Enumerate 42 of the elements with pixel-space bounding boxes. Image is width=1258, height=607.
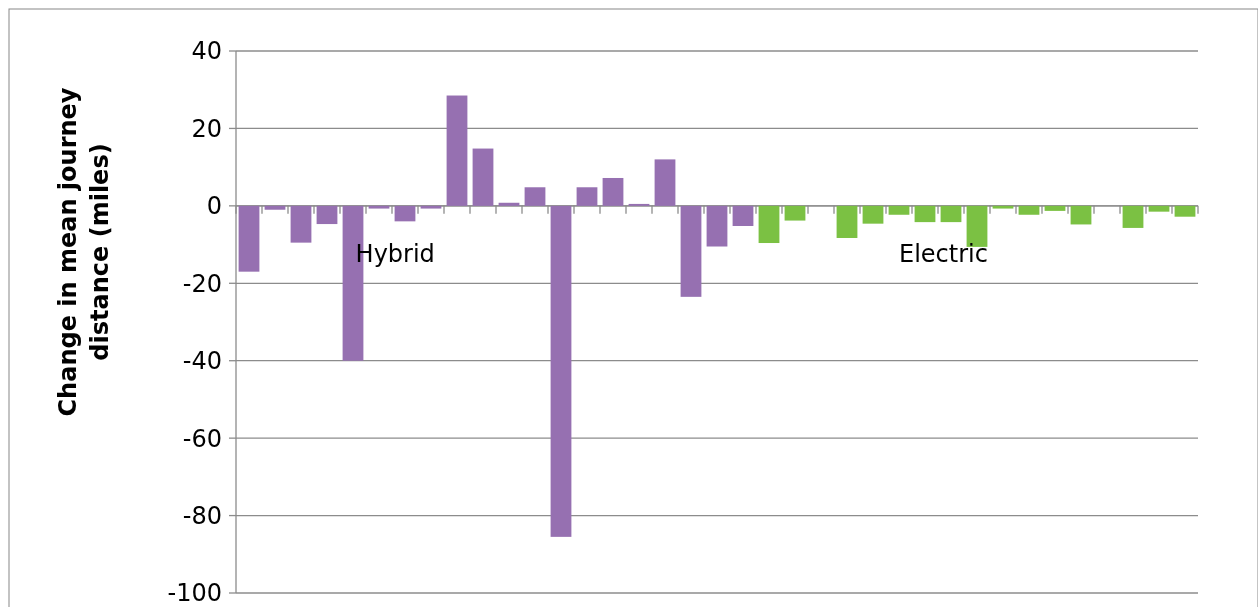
bar	[914, 205, 936, 223]
bar	[1122, 205, 1144, 228]
bar	[1070, 205, 1092, 225]
bar	[446, 95, 468, 206]
bar	[1148, 205, 1170, 212]
annotation: Electric	[899, 239, 988, 268]
y-axis-title: Change in mean journey distance (miles)	[54, 87, 114, 417]
y-tick-label: 0	[206, 192, 222, 221]
bar	[498, 202, 520, 206]
bar	[602, 177, 624, 206]
y-tick-label: -80	[182, 501, 222, 530]
y-tick-label: -20	[182, 269, 222, 298]
bar	[316, 205, 338, 225]
bar	[706, 205, 728, 247]
y-tick-label: -40	[182, 347, 222, 376]
bar	[420, 205, 442, 209]
bar	[836, 205, 858, 238]
y-tick-label: 20	[191, 114, 222, 143]
bar	[1018, 205, 1040, 215]
bar	[784, 205, 806, 221]
y-tick-label: 40	[191, 37, 222, 66]
bar	[524, 187, 546, 206]
bar	[654, 159, 676, 206]
bar	[550, 205, 572, 537]
bar	[264, 205, 286, 210]
bar	[1174, 205, 1196, 217]
y-tick-label: -100	[167, 579, 222, 607]
bar	[680, 205, 702, 297]
bar	[888, 205, 910, 215]
bar	[992, 205, 1014, 209]
bar	[758, 205, 780, 244]
bar	[472, 148, 494, 206]
y-tick-label: -60	[182, 424, 222, 453]
bar	[862, 205, 884, 224]
bar	[238, 205, 260, 272]
bar	[576, 187, 598, 206]
bar	[1044, 205, 1066, 211]
bar	[394, 205, 416, 222]
bar	[940, 205, 962, 223]
bar	[290, 205, 312, 243]
bar	[368, 205, 390, 209]
bar	[732, 205, 754, 226]
